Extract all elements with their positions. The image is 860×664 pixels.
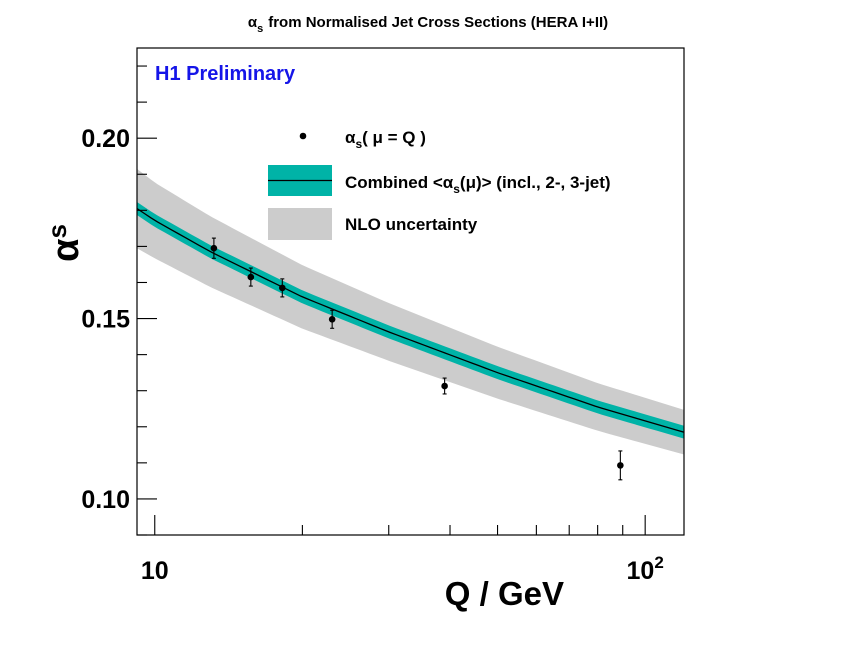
legend-combined-pre: Combined <α [345, 173, 454, 192]
y-label-symbol: α [45, 239, 87, 262]
x-axis-label: Q / GeV [445, 575, 564, 612]
legend-label-combined: Combined <αs(μ)> (incl., 2-, 3-jet) [345, 173, 611, 196]
data-point [328, 315, 336, 323]
data-point [247, 273, 255, 281]
axis-labels: Q / GeV αs [42, 224, 564, 612]
x-tick-label: 10 [141, 557, 169, 585]
legend-combined-post: (μ)> (incl., 2-, 3-jet) [460, 173, 611, 192]
plot-bands [137, 168, 684, 455]
legend: αs( μ = Q ) Combined <αs(μ)> (incl., 2-,… [268, 128, 611, 240]
axes: 0.10 0.15 0.20 10 102 [81, 47, 685, 585]
title-text: from Normalised Jet Cross Sections (HERA… [268, 14, 608, 31]
y-label-subscript: s [42, 224, 72, 238]
legend-swatch-nlo [268, 208, 332, 240]
y-tick-label: 0.10 [81, 486, 130, 514]
y-tick-label: 0.20 [81, 125, 130, 153]
nlo-uncertainty-band [137, 168, 684, 455]
data-point [210, 244, 218, 252]
legend-points-post: ( μ = Q ) [362, 128, 426, 147]
title-symbol: α [248, 14, 258, 31]
x-tick-label: 102 [627, 553, 664, 585]
data-point [441, 382, 448, 390]
legend-nlo-pre: NLO uncertainty [345, 215, 478, 234]
chart-title: αs from Normalised Jet Cross Sections (HE… [248, 14, 608, 35]
data-point [617, 462, 624, 469]
title-subscript: s [257, 23, 263, 35]
legend-label-points: αs( μ = Q ) [345, 128, 426, 151]
legend-points-pre: α [345, 128, 356, 147]
legend-marker-points [299, 132, 307, 140]
y-tick-label: 0.15 [81, 306, 130, 334]
legend-points-sub: s [355, 137, 362, 151]
h1-preliminary-label: H1 Preliminary [155, 63, 296, 85]
combined-band [137, 202, 684, 439]
plot-points [210, 237, 624, 481]
plot-frame [136, 47, 685, 536]
data-point [279, 284, 286, 292]
combined-central-line [137, 207, 684, 433]
legend-label-nlo: NLO uncertainty [345, 215, 478, 234]
y-axis-label: αs [42, 224, 87, 262]
legend-combined-sub: s [453, 182, 460, 196]
